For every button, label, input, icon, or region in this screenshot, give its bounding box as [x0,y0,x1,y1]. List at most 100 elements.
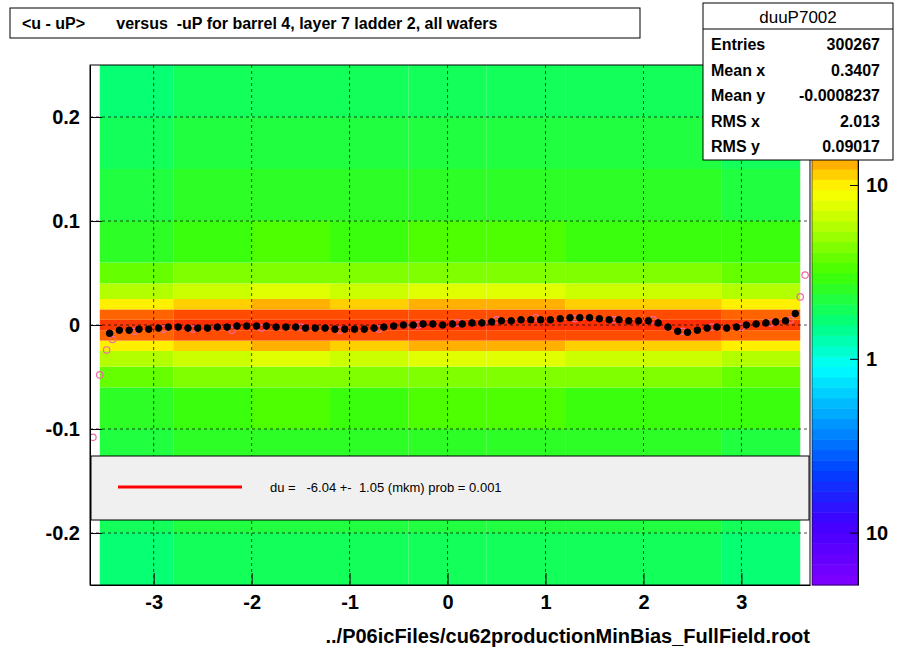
heatmap-cell [330,65,408,117]
color-bar-band [812,252,858,263]
data-point [273,324,280,331]
data-point [714,324,721,331]
stats-value: -0.0008237 [799,87,880,104]
data-point [704,325,711,332]
heatmap-cell [643,387,721,429]
data-point [312,325,319,332]
data-point [341,326,348,333]
data-point [528,317,535,324]
heatmap-cell [252,309,330,319]
y-axis-tick: -0.1 [46,418,102,440]
data-point [802,272,808,278]
y-axis-tick-mark [90,325,102,326]
data-point [400,322,407,329]
data-point [361,326,368,333]
heatmap-cell [487,330,565,340]
color-bar-band [812,429,858,440]
y-axis-tick: 0.2 [52,106,102,128]
grid [90,65,810,585]
color-bar-band [812,231,858,242]
heatmap-cell [722,330,800,340]
heatmap-cell [722,309,800,319]
heatmap-cell [487,367,565,388]
heatmap-cell [565,387,643,429]
heatmap-cell [252,351,330,367]
heatmap-cell [565,330,643,340]
heatmap-cell [173,221,251,263]
heatmap-cell [722,351,800,367]
heatmap-cell [487,533,565,585]
heatmap-cell [252,299,330,309]
color-bar-band [812,367,858,378]
x-axis-tick: -1 [341,573,359,613]
color-bar-tick: 10 [850,174,888,196]
heatmap-cell [100,283,173,299]
data-point [234,323,241,330]
color-bar-tick-mark [850,533,858,534]
x-axis-title: ../P06icFiles/cu62productionMinBias_Full… [325,625,810,647]
heatmap-cell [487,221,565,263]
y-axis-tick-label: 0.2 [52,106,80,128]
data-point [763,320,770,327]
heatmap-cell [643,283,721,299]
data-point [292,324,299,331]
x-axis-tick: -2 [243,573,261,613]
data-point [204,325,211,332]
data-point [175,324,182,331]
stats-value: 300267 [827,36,880,53]
color-bar-band [812,450,858,461]
series [90,272,808,441]
color-bar-band [812,481,858,492]
heatmap-cell [173,283,251,299]
heatmap-cell [565,351,643,367]
heatmap-cell [252,169,330,221]
data-point [224,324,231,331]
heatmap-cell [252,263,330,284]
data-point [430,321,437,328]
y-axis: -0.2-0.100.10.2 [46,66,102,586]
heatmap-cell [722,221,800,263]
stats-label: Entries [711,36,765,53]
grid-line-y [90,429,810,430]
color-bar-tick-label: 1 [866,348,877,370]
heatmap-cell [252,283,330,299]
heatmap-cell [330,351,408,367]
data-point [126,327,133,334]
data-point [165,324,172,331]
heatmap-cell [487,341,565,351]
fit-legend-box [91,456,809,520]
heatmap-cell [722,299,800,309]
heatmap-cell [565,263,643,284]
data-point [518,317,525,324]
data-point [371,325,378,332]
x-axis-tick-label: -2 [243,591,261,613]
data-point [263,323,270,330]
heatmap-cell [565,117,643,169]
chart: du = -6.04 +- 1.05 (mkm) prob = 0.001 -3 -… [0,0,900,650]
heatmap-cell [330,341,408,351]
color-bar-band [812,190,858,201]
x-axis-tick: 2 [638,573,649,613]
x-axis-tick-mark [350,573,351,585]
data-point [645,318,652,325]
heatmap-cell [565,221,643,263]
fit-legend: du = -6.04 +- 1.05 (mkm) prob = 0.001 [91,456,809,520]
color-bar-band [812,346,858,357]
data-point [302,325,309,332]
heatmap-cell [330,283,408,299]
heatmap-cell [252,367,330,388]
y-axis-tick-label: -0.2 [46,522,80,544]
data-point [665,324,672,331]
heatmap-cell [330,221,408,263]
grid-line-y [90,533,810,534]
color-bar-band [812,471,858,482]
heatmap-cell [643,341,721,351]
color-bar-band [812,315,858,326]
stats-frame [703,3,893,160]
data-point [253,323,260,330]
heatmap-cell [330,533,408,585]
color-bar-band [812,356,858,367]
x-axis-tick: -3 [145,573,163,613]
color-bar-band [812,575,858,586]
data-point [420,321,427,328]
